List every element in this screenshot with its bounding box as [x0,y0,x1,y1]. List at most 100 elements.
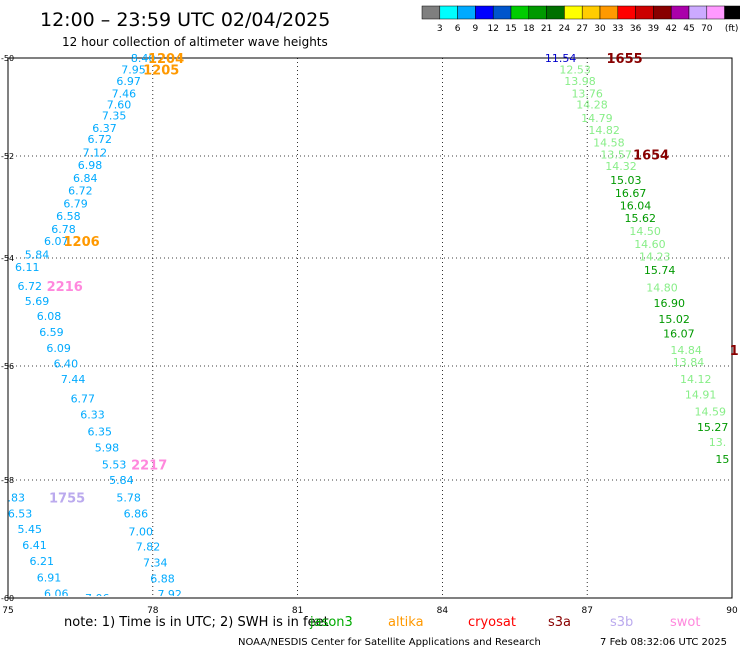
data-point-label: 16.90 [654,297,686,310]
footer-timestamp: 7 Feb 08:32:06 UTC 2025 [600,637,727,648]
data-point-label: 8.40 [131,52,156,65]
data-point-label: 7.12 [83,147,108,160]
data-point-label: 7.35 [102,109,127,122]
data-point-label: 5.45 [17,523,42,536]
time-label: 1206 [64,235,100,250]
legend-swatch [617,5,636,20]
legend-swatch [724,5,740,20]
legend-tick-label: 24 [559,24,571,34]
data-point-label: 14.59 [695,406,727,419]
y-tick-label: -60 [1,594,14,603]
legend-swatch [421,5,441,20]
data-point-label: 14.79 [581,112,613,125]
legend-tick-label: 30 [594,24,606,34]
data-point-label: 6.53 [8,508,33,521]
legend-tick-label: 18 [523,24,535,34]
legend-tick-label: 70 [701,24,713,34]
data-point-label: 15.03 [610,174,642,187]
legend-tick-label: 39 [648,24,660,34]
data-point-label: 6.08 [37,310,62,323]
x-tick-label: 81 [292,606,303,616]
x-tick-label: 90 [726,606,738,616]
legend-swatch [439,5,458,20]
legend-tick-label: 3 [437,24,443,34]
data-point-label: 14.84 [670,344,702,357]
chart-subtitle: 12 hour collection of altimeter wave hei… [62,35,328,49]
satellite-label: cryosat [468,615,516,630]
y-tick-label: -56 [1,362,14,371]
time-label: 1204 [148,52,184,67]
legend-swatch [599,5,619,20]
data-point-label: 16.67 [615,187,647,200]
x-tick-label: 75 [2,606,13,616]
satellite-label: jason3 [309,615,353,630]
data-point-label: 5.78 [116,492,141,505]
data-point-label: 6.97 [116,75,141,88]
y-tick-label: -50 [1,54,14,63]
data-point-label: 14.28 [576,99,608,112]
data-point-label: 5.53 [102,459,127,472]
data-point-label: 6.77 [71,392,96,405]
data-point-label: 14.91 [685,389,717,402]
data-point-label: 11.54 [545,52,577,65]
data-point-label: 12.53 [559,63,591,76]
data-point-label: 6.84 [73,172,98,185]
data-point-label: 6.33 [80,408,105,421]
data-point-label: 7.34 [143,557,168,570]
data-point-label: 7.06 [85,592,110,605]
legend-swatch [564,5,583,20]
legend-tick-label: 21 [541,24,552,34]
data-point-label: 7.95 [121,63,146,76]
data-point-label: 6.72 [68,185,93,198]
legend-swatch [670,5,690,20]
legend-swatch [546,5,565,20]
data-point-label: 13. [709,436,727,449]
data-point-label: 6.07 [44,235,69,248]
data-point-label: 5.98 [95,442,120,455]
data-point-label: 14.12 [680,373,712,386]
data-point-label: 7.00 [128,525,153,538]
data-point-label: 13.84 [673,356,705,369]
data-point-label: 14.23 [639,250,671,263]
legend-tick-label: 45 [683,24,694,34]
satellite-label: s3a [548,615,571,630]
data-point-label: 7.60 [107,99,132,112]
data-point-label: 7.82 [136,541,161,554]
data-point-label: 6.21 [30,555,55,568]
legend-swatch [475,5,494,20]
legend-swatch [653,5,672,20]
satellite-label: altika [388,615,424,630]
time-label: 1 [730,344,739,359]
footer-note: note: 1) Time is in UTC; 2) SWH is in fe… [64,615,329,630]
time-label: 2216 [47,280,83,295]
data-point-label: 15.02 [658,313,690,326]
y-tick-label: -58 [1,476,14,485]
legend-tick-label: 6 [455,24,461,34]
data-point-label: 14.60 [634,238,666,251]
legend-swatch [492,5,512,20]
time-label: 1655 [607,52,643,67]
data-point-label: 6.40 [54,357,79,370]
data-point-label: 6.09 [46,342,71,355]
data-point-label: 15 [715,453,729,466]
time-label: 2217 [131,459,167,474]
data-point-label: 5.69 [25,295,50,308]
data-point-label: 6.34 [68,637,93,650]
data-point-label: 7.92 [157,588,182,601]
legend-swatch [635,5,654,20]
x-tick-label: 87 [581,606,592,616]
data-point-label: 6.58 [56,210,81,223]
data-point-label: 13.98 [564,75,596,88]
plot-frame [7,57,733,599]
time-label: 1654 [633,149,669,164]
legend-unit: (ft) [725,24,739,34]
legend-tick-label: 9 [473,24,479,34]
time-label: 1755 [49,492,85,507]
data-point-label: 6.35 [87,426,112,439]
data-point-label: 7.44 [61,373,86,386]
legend-swatch [706,5,725,20]
legend-tick-label: 42 [665,24,676,34]
data-point-label: 7.46 [112,87,137,100]
data-point-label: 6.06 [44,587,69,600]
